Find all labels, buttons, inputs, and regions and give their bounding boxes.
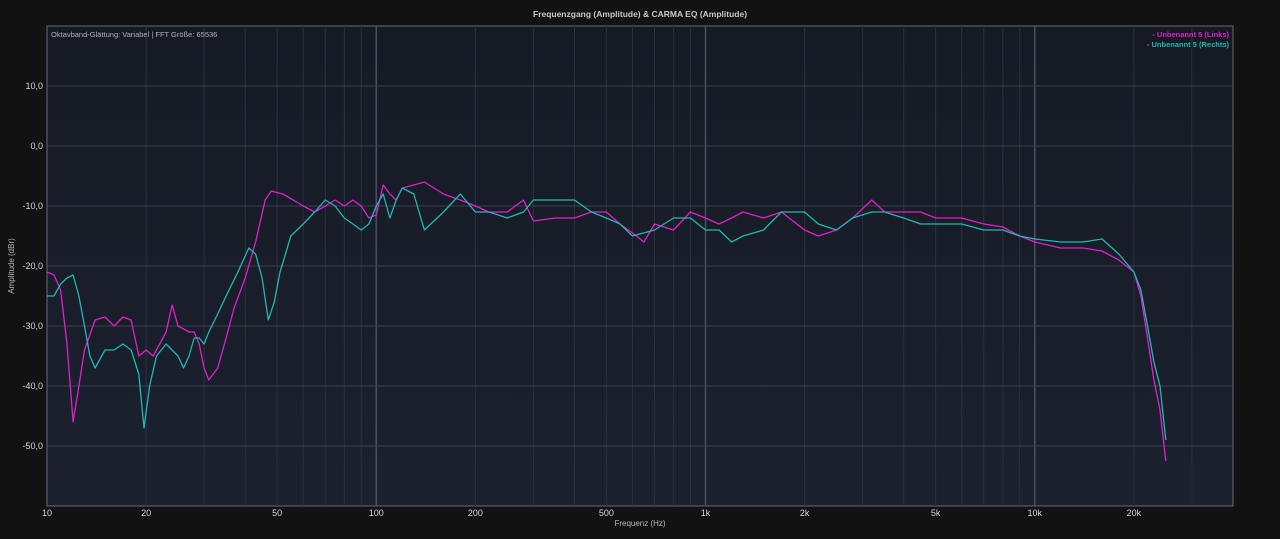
- y-tick-label: -30,0: [22, 321, 43, 331]
- y-tick-label: -10,0: [22, 201, 43, 211]
- x-axis-label: Frequenz (Hz): [614, 519, 665, 528]
- series-layer: [46, 181, 1167, 462]
- x-tick-label: 200: [468, 508, 483, 518]
- x-tick-label: 100: [369, 508, 384, 518]
- chart-title: Frequenzgang (Amplitude) & CARMA EQ (Amp…: [533, 9, 747, 19]
- y-tick-label: 10,0: [25, 81, 43, 91]
- y-tick-label: 0,0: [30, 141, 43, 151]
- x-tick-label: 5k: [931, 508, 941, 518]
- x-tick-label: 20: [141, 508, 151, 518]
- x-tick-label: 500: [599, 508, 614, 518]
- series-line-links: [46, 181, 1167, 462]
- x-tick-label: 10: [42, 508, 52, 518]
- series-line-rechts: [47, 187, 1167, 441]
- x-tick-label: 1k: [701, 508, 711, 518]
- x-tick-label: 50: [272, 508, 282, 518]
- chart-subtitle: Oktavband-Glättung: Variabel | FFT Größe…: [51, 30, 217, 39]
- y-tick-label: -40,0: [22, 381, 43, 391]
- y-tick-label: -20,0: [22, 261, 43, 271]
- tick-layer: 10 20 50 100 200 500 1k 2k 5k 10k 20k 10,0 0,0 -10,0 -…: [22, 81, 1141, 518]
- legend-entry-links: - Unbenannt 5 (Links): [1152, 30, 1229, 39]
- x-tick-label: 2k: [800, 508, 810, 518]
- x-tick-label: 10k: [1028, 508, 1043, 518]
- x-tick-label: 20k: [1127, 508, 1142, 518]
- legend-entry-rechts: - Unbenannt 5 (Rechts): [1147, 40, 1230, 49]
- y-axis-label: Amplitude (dBr): [7, 238, 16, 294]
- y-tick-label: -50,0: [22, 441, 43, 451]
- grid-layer: [46, 26, 1233, 506]
